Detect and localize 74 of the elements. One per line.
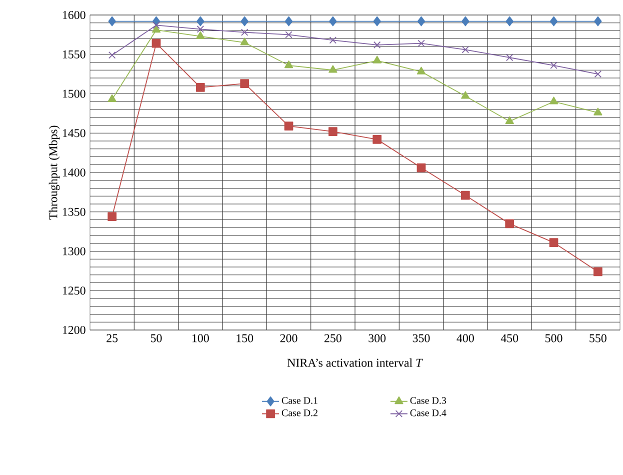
legend-label: Case D.1 (282, 397, 318, 404)
point (594, 70, 602, 78)
point (505, 116, 514, 124)
x-axis-title: NIRA’s activation interval T (287, 358, 423, 367)
y-tick-label: 1550 (62, 50, 86, 58)
y-tick-label: 1350 (62, 208, 86, 216)
point (550, 16, 558, 26)
point (460, 190, 470, 200)
point (329, 16, 337, 26)
point (240, 16, 248, 26)
point (373, 16, 381, 26)
point (461, 91, 470, 99)
legend-label: Case D.4 (410, 410, 446, 416)
point (462, 16, 470, 26)
point (506, 16, 514, 26)
point (152, 22, 160, 29)
legend-label: Case D.3 (410, 397, 446, 404)
x-tick-label: 25 (106, 334, 118, 342)
point (240, 79, 250, 88)
point (196, 26, 204, 33)
x-tick-label: 300 (368, 334, 386, 342)
point (284, 16, 293, 26)
point (196, 83, 205, 92)
y-tick-label: 1250 (62, 286, 86, 295)
point (152, 25, 161, 33)
point (373, 41, 381, 49)
point (417, 16, 426, 26)
x-tick-label: 150 (236, 334, 254, 342)
point (196, 16, 204, 26)
x-tick-label: 550 (590, 334, 606, 342)
x-tick-label: 100 (192, 334, 209, 342)
point (284, 60, 294, 68)
x-tick-label: 250 (324, 334, 342, 342)
x-tick-label: 50 (150, 334, 162, 342)
point (549, 238, 558, 248)
x-tick-label: 500 (545, 334, 562, 342)
point (506, 54, 514, 62)
point (196, 31, 205, 39)
y-tick-label: 1400 (62, 168, 86, 177)
y-tick-label: 1500 (62, 90, 86, 98)
point (372, 134, 382, 144)
point (108, 94, 116, 102)
point (284, 122, 294, 130)
point (549, 96, 558, 104)
point (108, 16, 116, 26)
point (328, 65, 338, 73)
point (505, 219, 514, 228)
point (416, 163, 426, 172)
point (372, 56, 382, 64)
point (418, 40, 425, 47)
point (240, 28, 248, 36)
y-tick-label: 1450 (62, 129, 86, 138)
point (550, 62, 558, 70)
y-tick-label: 1600 (62, 10, 86, 20)
y-tick-label: 1200 (62, 326, 86, 334)
point (152, 38, 161, 48)
legend-label: Case D.2 (282, 410, 318, 416)
point (594, 108, 602, 116)
point (328, 127, 338, 136)
point (108, 212, 117, 222)
point (416, 66, 426, 74)
point (462, 46, 470, 54)
y-axis-title: Throughput (Mbps) (48, 126, 60, 220)
point (593, 267, 602, 276)
point (108, 52, 116, 59)
x-tick-label: 350 (412, 334, 430, 342)
point (285, 31, 292, 38)
point (594, 16, 602, 26)
point (240, 38, 249, 46)
x-tick-label: 200 (280, 334, 298, 342)
point (329, 36, 337, 44)
y-tick-label: 1300 (62, 247, 86, 256)
x-tick-label: 450 (500, 334, 518, 342)
x-tick-label: 400 (456, 334, 474, 342)
